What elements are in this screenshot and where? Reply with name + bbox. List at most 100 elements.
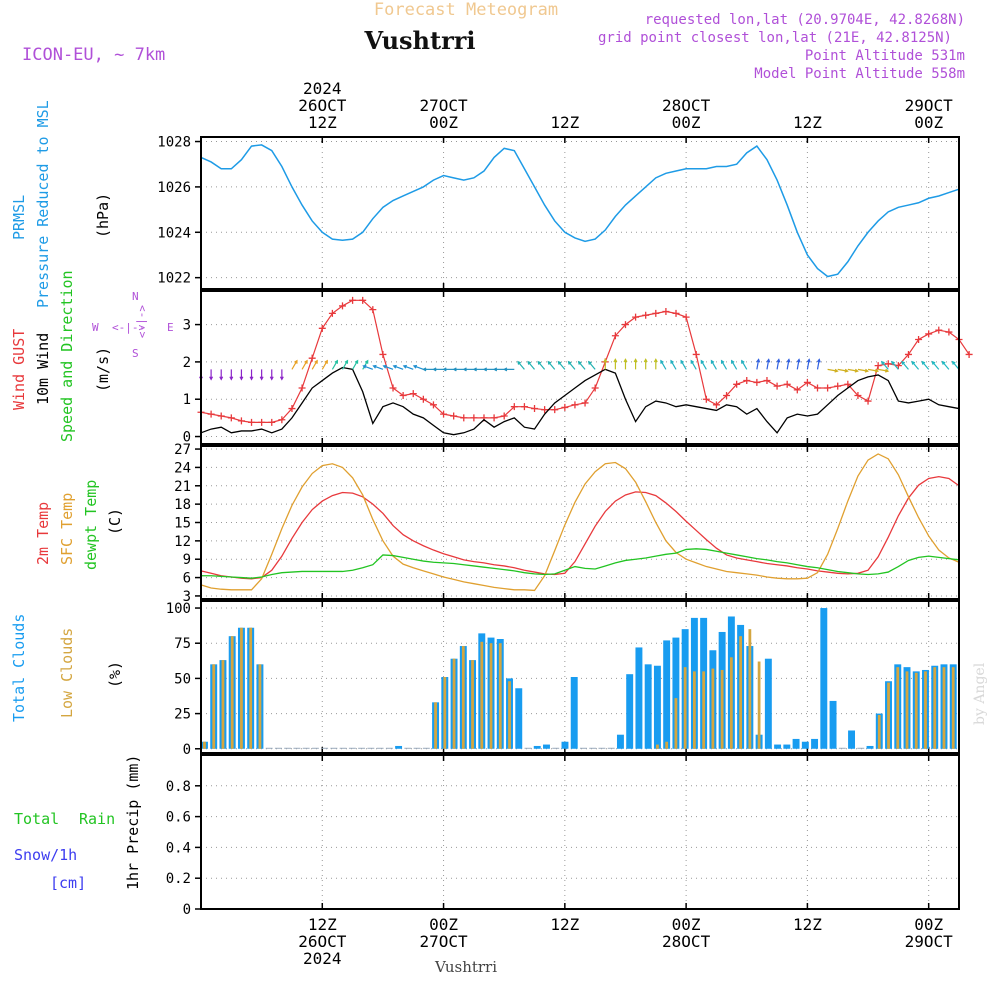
sfc-temp-line — [200, 453, 960, 592]
y-tick-label: 1026 — [157, 180, 191, 196]
wind-arrow-head — [921, 360, 926, 365]
panel-frame — [200, 754, 960, 910]
gust-marker — [460, 414, 468, 422]
wind-arrow-head — [844, 368, 849, 373]
precip-labels: Total Rain Snow/1h [cm] 1hr Precip (mm) — [14, 755, 142, 892]
wind-arrow-head — [603, 358, 608, 363]
gust-marker — [278, 416, 286, 424]
gust-marker — [409, 390, 417, 398]
wind-arrow — [806, 359, 810, 370]
bottom-time-label: 00Z — [429, 915, 458, 934]
wind-arrow — [517, 361, 525, 370]
top-time-label: 28OCT — [662, 96, 711, 115]
wind-arrow — [527, 361, 535, 370]
low-cloud-bar — [896, 667, 900, 749]
gust-marker — [712, 401, 720, 409]
snow-unit-label: [cm] — [50, 874, 86, 892]
wind-arrow-head — [382, 364, 387, 369]
wind-arrow — [837, 368, 848, 372]
total-cloud-bar — [783, 744, 791, 749]
total-clouds-label: Total Clouds — [10, 614, 28, 722]
wind-arrow-head — [756, 358, 761, 363]
bottom-time-label: 12Z — [793, 915, 822, 934]
wind-arrow — [710, 360, 717, 370]
wind-arrow — [786, 359, 790, 370]
top-time-label: 2024 — [303, 79, 342, 98]
low-cloud-bar — [905, 671, 909, 749]
wind-arrow-head — [941, 360, 946, 365]
compass-e: E — [167, 321, 174, 334]
bottom-time-label: 00Z — [672, 915, 701, 934]
wind-arrow — [537, 361, 546, 370]
gust-marker — [894, 362, 902, 370]
wind-arrow-head — [442, 367, 447, 372]
wind-arrow-head — [324, 359, 328, 364]
gust-marker — [803, 378, 811, 386]
low-cloud-bar — [720, 669, 724, 749]
low-cloud-bar — [221, 660, 225, 749]
panel-frame — [200, 290, 960, 445]
snow-label: Snow/1h — [14, 846, 77, 864]
wind-arrow — [393, 365, 404, 370]
wind-arrow-head — [527, 360, 532, 365]
y-tick-label: 0.8 — [166, 779, 191, 795]
gust-marker — [227, 414, 235, 422]
y-tick-label: 0 — [183, 742, 191, 758]
gust-marker — [611, 332, 619, 340]
wind-arrow — [756, 359, 760, 370]
wind-arrow — [311, 360, 318, 370]
gust-marker — [520, 403, 528, 411]
y-tick-label: 3 — [183, 318, 191, 334]
gust-label: Wind GUST — [10, 329, 28, 410]
wind-arrow-head — [884, 368, 890, 373]
wind-arrow-head — [796, 358, 801, 363]
wind-arrow — [291, 360, 298, 370]
y-tick-label: 21 — [174, 479, 191, 495]
wind-arrow — [731, 360, 738, 370]
compass-n: N — [132, 290, 139, 303]
total-cloud-bar — [672, 637, 680, 749]
y-tick-label: 1028 — [157, 135, 191, 151]
wind-arrow — [321, 360, 328, 370]
y-tick-label: 0.4 — [166, 840, 191, 856]
gust-marker — [632, 313, 640, 321]
total-cloud-bar — [801, 741, 809, 749]
y-tick-label: 0 — [183, 430, 191, 446]
gust-marker — [500, 412, 508, 420]
wind-arrow-head — [766, 358, 771, 363]
gust-marker — [965, 350, 973, 358]
low-cloud-bar — [489, 643, 493, 749]
total-cloud-bar — [293, 747, 301, 749]
panel-frame — [200, 600, 960, 754]
temp2m-label: 2m Temp — [34, 502, 52, 565]
wind-arrow — [547, 361, 556, 370]
gust-marker — [349, 296, 357, 304]
gust-marker — [692, 350, 700, 358]
wind-arrow-head — [452, 367, 457, 372]
wind-arrow — [670, 360, 677, 370]
low-cloud-bar — [212, 664, 216, 749]
wind-arrow-head — [249, 376, 254, 381]
wind-arrow-head — [786, 358, 791, 363]
total-cloud-bar — [653, 665, 661, 749]
wind-arrow — [878, 368, 889, 372]
wind-arrow — [776, 359, 780, 370]
compass-v-arrow: <-|-> — [136, 305, 149, 338]
wind-arrow-head — [537, 360, 542, 365]
total-cloud-bar — [302, 747, 310, 749]
wind-arrow-head — [229, 376, 234, 381]
gust-marker — [672, 309, 680, 317]
y-tick-label: 0.2 — [166, 871, 191, 887]
total-cloud-bar — [395, 745, 403, 749]
wind-arrow-head — [482, 367, 488, 372]
model-label: ICON-EU, ~ 7km — [22, 45, 165, 65]
wind-arrow — [847, 368, 858, 372]
low-cloud-bar — [877, 715, 881, 749]
wind-arrow — [557, 361, 566, 370]
gust-marker — [237, 417, 245, 425]
total-cloud-bar — [265, 747, 273, 749]
y-tick-label: 0.6 — [166, 810, 191, 826]
low-cloud-bar — [434, 702, 437, 749]
top-time-label: 29OCT — [905, 96, 954, 115]
wind-arrow-head — [643, 358, 648, 363]
